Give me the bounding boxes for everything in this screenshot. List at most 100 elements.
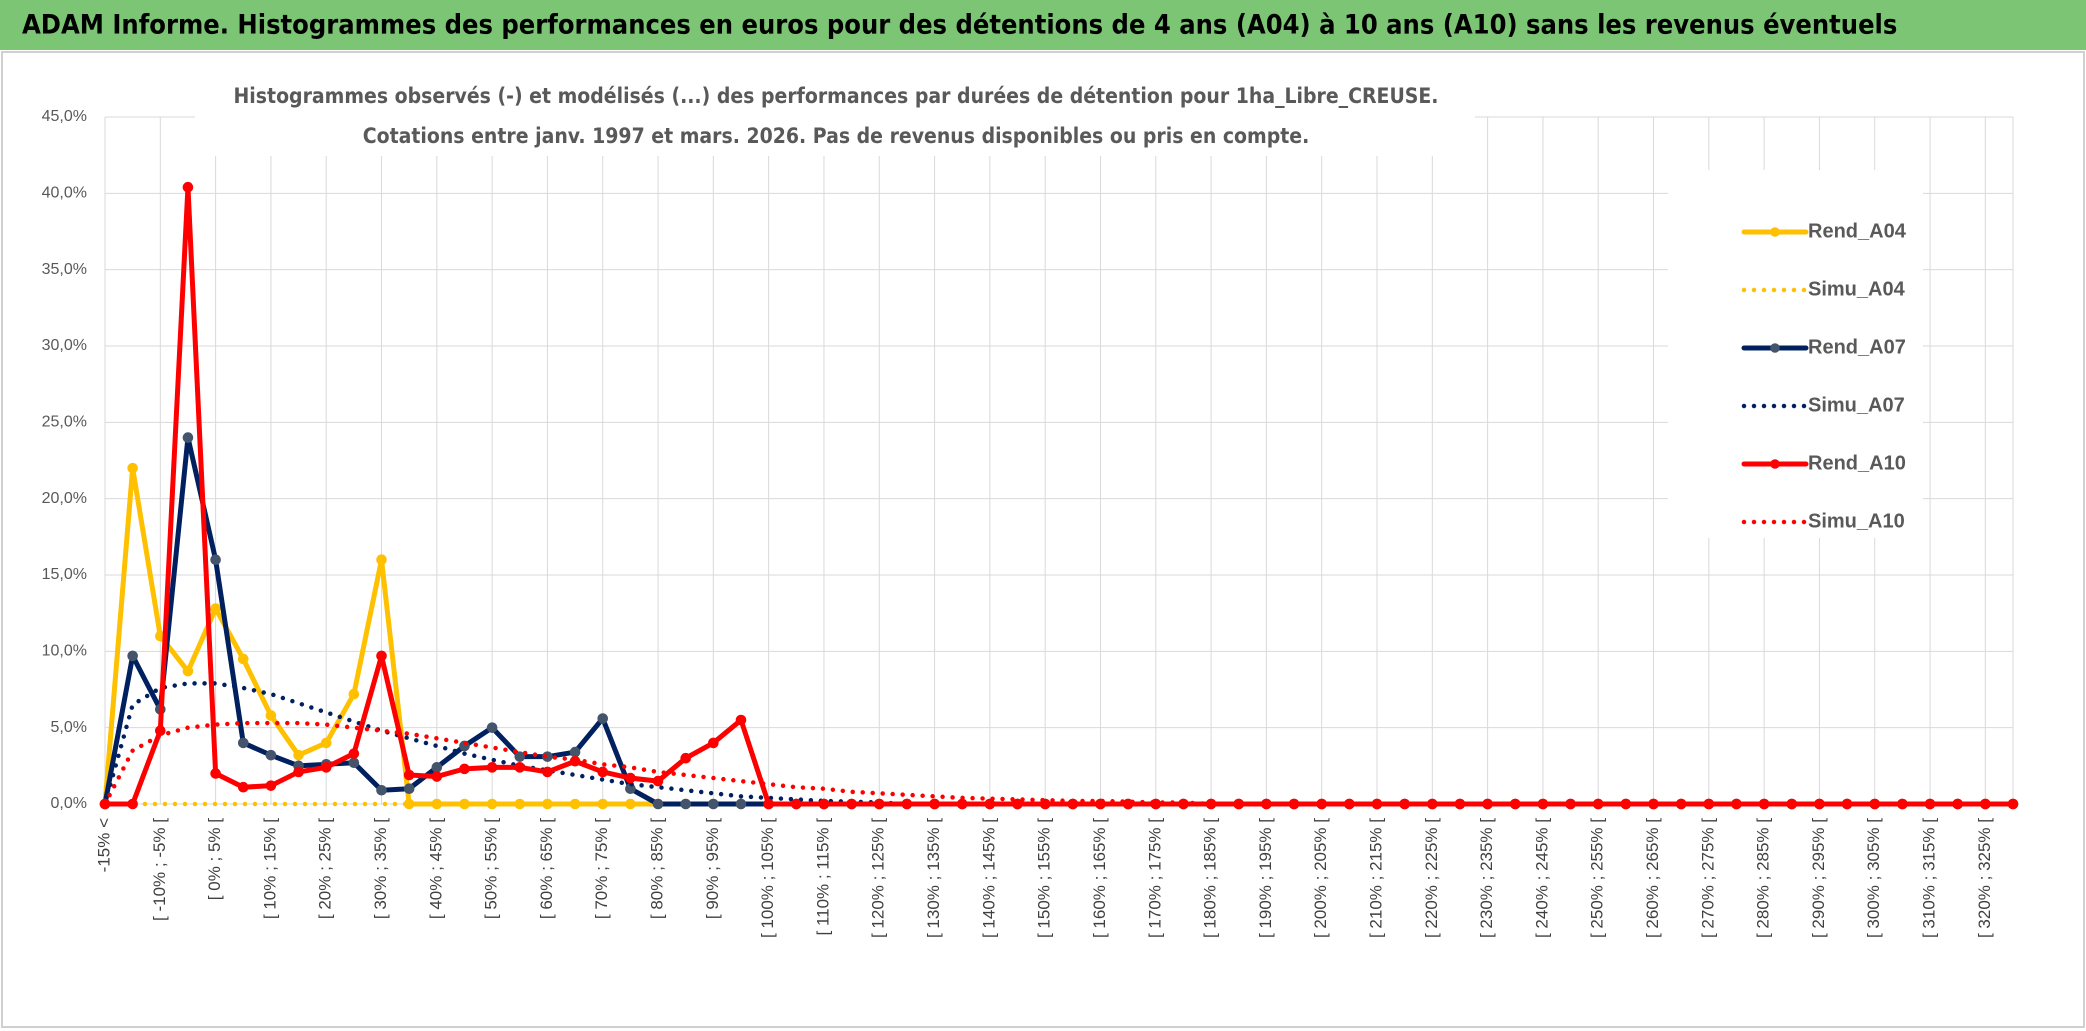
marker: [320, 762, 332, 773]
marker: [956, 798, 968, 810]
marker: [237, 653, 249, 665]
x-tick-label: [ 80% ; 85% [: [648, 818, 667, 919]
marker: [791, 798, 802, 810]
x-tick-label: [ 210% ; 215% [: [1366, 818, 1385, 938]
marker: [293, 766, 304, 778]
marker: [237, 737, 249, 749]
x-tick-label: [ 250% ; 255% [: [1588, 818, 1607, 938]
marker: [652, 798, 664, 810]
marker: [542, 798, 553, 810]
marker: [459, 763, 470, 775]
marker: [873, 798, 885, 810]
marker: [210, 554, 221, 566]
x-tick-label: [ 40% ; 45% [: [426, 818, 445, 919]
marker: [348, 757, 360, 769]
chart-subtitle: Cotations entre janv. 1997 et mars. 2026…: [363, 124, 1310, 148]
x-tick-label: [ 100% ; 105% [: [758, 818, 777, 938]
x-tick-label: [ 170% ; 175% [: [1145, 818, 1164, 938]
header-bar: [0, 0, 2086, 50]
x-tick-label: [ 130% ; 135% [: [924, 818, 943, 938]
x-tick-label: [ 160% ; 165% [: [1090, 818, 1109, 938]
marker: [486, 762, 498, 773]
legend-marker: [1770, 459, 1780, 469]
chart-title: Histogrammes observés (-) et modélisés (…: [234, 84, 1439, 108]
y-tick-label: 0,0%: [51, 795, 87, 812]
y-tick-label: 35,0%: [42, 261, 87, 278]
x-tick-label: [ 190% ; 195% [: [1256, 818, 1275, 938]
title-background: [195, 78, 1475, 156]
legend-marker: [1770, 343, 1780, 353]
marker: [265, 749, 277, 761]
marker: [708, 737, 719, 749]
marker: [984, 798, 996, 810]
x-tick-label: [ 200% ; 205% [: [1311, 818, 1330, 938]
marker: [652, 775, 664, 787]
marker: [320, 737, 332, 749]
legend-label: Simu_A10: [1808, 510, 1905, 532]
marker: [348, 688, 360, 700]
marker: [182, 181, 194, 193]
marker: [597, 766, 609, 778]
marker: [237, 781, 249, 793]
x-tick-label: [ 150% ; 155% [: [1035, 818, 1054, 938]
marker: [929, 798, 940, 810]
y-tick-label: 15,0%: [42, 566, 87, 583]
marker: [376, 554, 387, 566]
marker: [1454, 798, 1466, 810]
header-title: ADAM Informe. Histogrammes des performan…: [22, 10, 1897, 41]
marker: [569, 746, 581, 758]
marker: [210, 603, 221, 614]
x-tick-label: [ 230% ; 235% [: [1477, 818, 1496, 938]
marker: [708, 798, 719, 810]
marker: [763, 798, 774, 810]
marker: [182, 665, 194, 677]
marker: [1012, 798, 1023, 810]
plot-area: [99, 181, 2019, 810]
x-tick-label: [ 270% ; 275% [: [1698, 818, 1717, 938]
marker: [818, 798, 830, 810]
x-tick-label: [ 140% ; 145% [: [979, 818, 998, 938]
legend-label: Simu_A04: [1808, 278, 1906, 300]
marker: [265, 710, 277, 721]
marker: [403, 783, 415, 795]
marker: [127, 462, 138, 474]
x-tick-label: [ 30% ; 35% [: [371, 818, 390, 919]
marker: [514, 762, 526, 773]
legend-label: Rend_A04: [1808, 220, 1907, 242]
x-tick-label: [ 10% ; 15% [: [260, 818, 279, 919]
marker: [431, 762, 443, 773]
x-tick-label: [ 90% ; 95% [: [703, 818, 722, 919]
line: [102, 184, 2016, 807]
marker: [625, 772, 636, 784]
marker: [293, 749, 304, 761]
marker: [376, 784, 387, 796]
legend-marker: [1770, 227, 1780, 237]
marker: [514, 751, 526, 762]
x-tick-label: [ 70% ; 75% [: [592, 818, 611, 919]
marker: [127, 798, 138, 810]
marker: [210, 768, 221, 779]
marker: [1869, 798, 1881, 810]
x-tick-label: [ -10% ; -5% [: [150, 818, 169, 921]
marker: [735, 798, 747, 810]
marker: [542, 766, 553, 778]
marker: [431, 771, 443, 782]
y-tick-label: 10,0%: [42, 643, 87, 660]
marker: [846, 798, 857, 810]
x-tick-label: [ 20% ; 25% [: [316, 818, 335, 919]
x-tick-label: [ 110% ; 115% [: [813, 818, 832, 936]
x-tick-label: [ 280% ; 285% [: [1754, 818, 1773, 938]
x-tick-label: [ 260% ; 265% [: [1643, 818, 1662, 938]
y-tick-label: 5,0%: [51, 719, 87, 736]
marker: [348, 748, 360, 759]
y-tick-label: 30,0%: [42, 337, 87, 354]
marker: [486, 722, 498, 733]
x-tick-label: [ 300% ; 305% [: [1864, 818, 1883, 938]
marker: [376, 650, 387, 662]
x-tick-label: -15% <: [94, 818, 113, 872]
marker: [127, 650, 138, 662]
x-tick-label: [ 0% ; 5% [: [205, 818, 224, 900]
marker: [403, 769, 415, 781]
x-tick-label: [ 180% ; 185% [: [1201, 818, 1220, 938]
